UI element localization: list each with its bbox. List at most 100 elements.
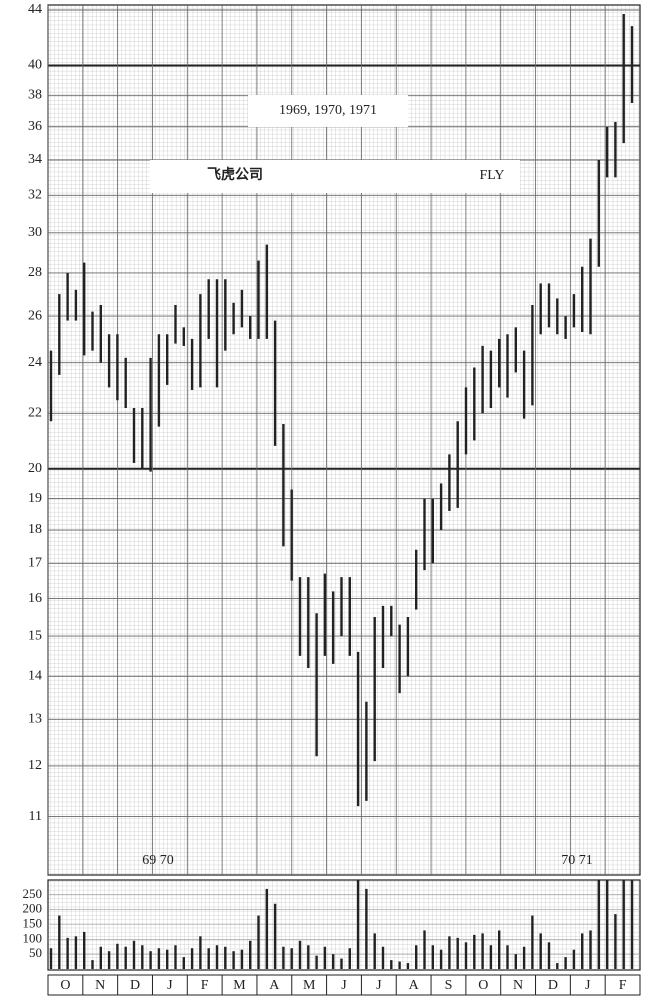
volume-bar xyxy=(431,945,434,969)
volume-bar xyxy=(448,936,451,969)
volume-bar xyxy=(381,946,385,969)
x-tick-label: O xyxy=(60,978,70,993)
y-tick-label: 12 xyxy=(28,758,42,773)
y-tick-label: 14 xyxy=(28,668,42,683)
volume-bar xyxy=(257,915,260,969)
y-tick-label: 11 xyxy=(29,809,42,824)
volume-bar xyxy=(506,945,509,969)
y-tick-label: 18 xyxy=(28,522,42,537)
volume-bar xyxy=(348,948,351,969)
y-tick-label: 38 xyxy=(28,88,42,103)
volume-bar xyxy=(323,946,327,969)
volume-bar xyxy=(539,933,542,969)
y-tick-label: 40 xyxy=(28,58,42,73)
volume-bar xyxy=(58,915,61,969)
volume-bar xyxy=(365,888,368,969)
volume-bar xyxy=(514,954,517,969)
volume-bar xyxy=(99,946,102,969)
volume-bar xyxy=(224,946,227,969)
y-tick-label: 100 xyxy=(23,930,43,945)
volume-bar xyxy=(49,948,53,969)
volume-bar xyxy=(265,888,268,969)
price-pane xyxy=(47,4,641,876)
x-tick-label: M xyxy=(303,978,316,993)
volume-bar xyxy=(290,948,293,969)
volume-bar xyxy=(398,961,401,969)
volume-bar xyxy=(456,937,459,969)
year-box xyxy=(248,95,408,127)
y-tick-label: 32 xyxy=(28,187,42,202)
x-tick-label: J xyxy=(167,978,173,993)
x-tick-label: S xyxy=(445,978,453,993)
y-tick-label: 30 xyxy=(28,225,42,240)
volume-bar xyxy=(531,915,534,969)
y-tick-label: 150 xyxy=(23,915,43,930)
volume-bar xyxy=(547,942,551,969)
volume-bar xyxy=(373,933,376,969)
y-tick-label: 17 xyxy=(28,555,42,570)
x-tick-label: O xyxy=(478,978,488,993)
volume-bar xyxy=(439,949,443,969)
ticker: FLY xyxy=(479,168,504,183)
mark-layer xyxy=(49,13,634,969)
volume-bar xyxy=(66,937,69,969)
volume-bar xyxy=(605,880,609,969)
grid-layer xyxy=(47,5,640,995)
y-tick-label: 20 xyxy=(28,461,42,476)
volume-bar xyxy=(423,930,426,969)
x-tick-label: A xyxy=(269,978,280,993)
volume-bar xyxy=(166,949,169,969)
volume-bar xyxy=(498,930,501,969)
volume-bar xyxy=(581,933,584,969)
volume-bar xyxy=(564,957,567,969)
x-tick-label: M xyxy=(233,978,246,993)
y-tick-label: 22 xyxy=(28,405,42,420)
y-tick-label: 26 xyxy=(28,308,42,323)
x-tick-label: D xyxy=(548,978,558,993)
x-tick-label: F xyxy=(201,978,209,993)
volume-bar xyxy=(174,945,177,969)
volume-bar xyxy=(282,946,285,969)
volume-bar xyxy=(232,951,235,969)
volume-bar xyxy=(199,936,202,969)
volume-bar xyxy=(190,948,194,969)
y-tick-label: 36 xyxy=(28,119,42,134)
volume-bar xyxy=(589,930,592,969)
volume-bar xyxy=(332,954,335,969)
volume-bar xyxy=(630,880,634,969)
x-tick-label: J xyxy=(341,978,347,993)
volume-bar xyxy=(91,960,94,969)
volume-bar xyxy=(356,880,360,969)
volume-bar xyxy=(273,903,277,969)
volume-bar xyxy=(132,940,136,969)
y-tick-label: 50 xyxy=(29,945,42,960)
volume-bar xyxy=(83,931,86,969)
x-tick-label: J xyxy=(585,978,591,993)
volume-bar xyxy=(116,943,119,969)
volume-bar xyxy=(240,949,244,969)
volume-bar xyxy=(315,955,318,969)
volume-bar xyxy=(406,963,410,969)
x-tick-label: A xyxy=(409,978,420,993)
y-tick-label: 200 xyxy=(23,901,43,916)
volume-bar xyxy=(415,945,418,969)
y-tick-label: 16 xyxy=(28,591,42,606)
name-box xyxy=(150,160,520,193)
volume-bar xyxy=(124,946,127,969)
y-tick-label: 15 xyxy=(28,628,42,643)
y-tick-label: 34 xyxy=(28,152,42,167)
y-tick-label: 250 xyxy=(23,886,43,901)
volume-bar xyxy=(481,933,484,969)
y-tick-label: 19 xyxy=(28,491,42,506)
volume-bar xyxy=(556,963,559,969)
x-tick-label: N xyxy=(513,978,523,993)
company-name: 飞虎公司 xyxy=(207,166,263,183)
x-tick-label: N xyxy=(95,978,105,993)
volume-bar xyxy=(522,946,526,969)
volume-bar xyxy=(207,948,210,969)
volume-bar xyxy=(622,880,625,969)
volume-bar xyxy=(572,949,576,969)
x-tick-label: F xyxy=(619,978,627,993)
volume-bar xyxy=(141,945,144,969)
y-tick-label: 44 xyxy=(28,2,42,17)
